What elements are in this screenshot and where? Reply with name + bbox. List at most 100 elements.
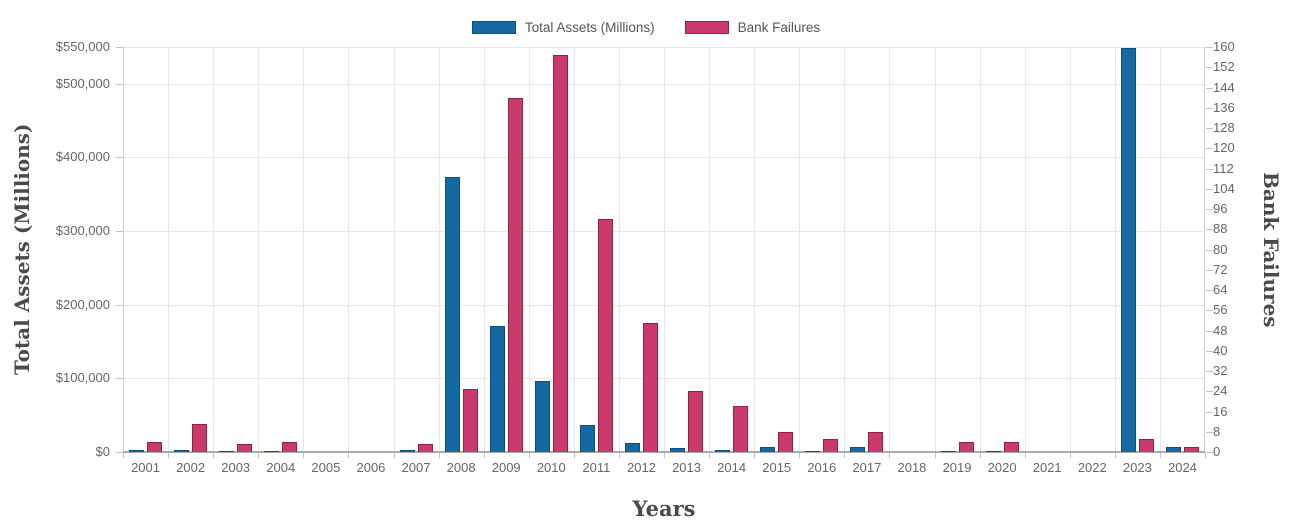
legend-item-total-assets[interactable]: Total Assets (Millions) [471, 20, 655, 35]
x-axis-line [123, 451, 1205, 453]
x-tick-mark [168, 453, 170, 458]
gridline-vertical [709, 47, 711, 452]
bar-bank-failures-2001[interactable] [147, 441, 163, 452]
bar-bank-failures-2017[interactable] [868, 431, 884, 452]
y-tick-label-left: $550,000 [55, 39, 110, 54]
y-tick-mark-right [1206, 330, 1213, 332]
bar-total-assets-2011[interactable] [579, 425, 595, 452]
x-tick-mark [303, 453, 305, 458]
bar-bank-failures-2002[interactable] [192, 424, 208, 452]
y-tick-label-right: 144 [1213, 79, 1235, 95]
gridline-vertical [618, 47, 620, 452]
gridline-vertical [754, 47, 756, 452]
plot-area [123, 47, 1205, 453]
x-tick-label: 2012 [626, 460, 656, 475]
x-tick-mark [1069, 453, 1071, 458]
bar-bank-failures-2016[interactable] [823, 439, 839, 452]
x-tick-label: 2018 [897, 460, 927, 475]
gridline-vertical [1159, 47, 1161, 452]
bar-bank-failures-2004[interactable] [282, 441, 298, 452]
y-tick-mark-right [1206, 431, 1213, 433]
y-tick-label-right: 0 [1213, 444, 1221, 459]
x-tick-label: 2011 [582, 460, 611, 475]
y-tick-label-right: 160 [1213, 39, 1235, 54]
bar-total-assets-2002[interactable] [174, 449, 190, 452]
y-tick-mark-right [1206, 148, 1213, 150]
bar-total-assets-2010[interactable] [534, 380, 550, 452]
y-tick-mark-right [1206, 209, 1213, 210]
x-tick-mark [348, 453, 350, 458]
legend-swatch-total-assets [471, 21, 516, 34]
bar-bank-failures-2014[interactable] [733, 406, 749, 452]
y-tick-label-right: 112 [1213, 160, 1234, 176]
bar-total-assets-2008[interactable] [444, 176, 460, 452]
bar-total-assets-2014[interactable] [715, 449, 731, 452]
x-tick-label: 2017 [852, 460, 882, 475]
y-axis-line-right [1204, 47, 1205, 452]
bar-bank-failures-2024[interactable] [1183, 446, 1199, 452]
gridline-vertical [934, 47, 936, 452]
x-tick-mark [979, 453, 981, 458]
bar-total-assets-2003[interactable] [219, 450, 235, 452]
gridline-vertical [1024, 47, 1026, 452]
y-tick-mark-left [116, 452, 123, 453]
bar-bank-failures-2019[interactable] [958, 441, 974, 452]
bar-total-assets-2012[interactable] [624, 443, 640, 452]
x-tick-mark [844, 453, 846, 458]
bar-total-assets-2017[interactable] [850, 447, 866, 452]
bar-bank-failures-2008[interactable] [462, 388, 478, 452]
bar-total-assets-2013[interactable] [670, 447, 686, 452]
gridline-vertical [889, 47, 891, 452]
bar-total-assets-2016[interactable] [805, 450, 821, 452]
gridline-vertical [528, 47, 530, 452]
bar-bank-failures-2020[interactable] [1003, 441, 1019, 452]
x-tick-label: 2008 [446, 460, 476, 475]
bar-total-assets-2007[interactable] [399, 450, 415, 452]
legend-swatch-bank-failures [684, 21, 729, 34]
bar-total-assets-2009[interactable] [489, 326, 505, 452]
x-tick-label: 2020 [987, 460, 1017, 475]
bar-bank-failures-2013[interactable] [688, 391, 704, 452]
x-tick-label: 2010 [536, 460, 566, 475]
bar-bank-failures-2010[interactable] [552, 54, 568, 452]
gridline-vertical [483, 47, 485, 452]
y-tick-label-right: 104 [1213, 180, 1235, 196]
gridline-vertical [438, 47, 440, 452]
bar-total-assets-2019[interactable] [940, 450, 956, 452]
y-tick-label-left: $100,000 [55, 370, 110, 386]
y-tick-mark-left [116, 378, 123, 380]
y-tick-mark-left [116, 304, 123, 306]
x-tick-mark [1159, 453, 1161, 458]
bar-bank-failures-2023[interactable] [1138, 439, 1154, 452]
x-tick-mark [483, 453, 485, 458]
bar-bank-failures-2003[interactable] [237, 444, 253, 452]
bar-total-assets-2004[interactable] [264, 450, 280, 452]
gridline-vertical [258, 47, 260, 452]
x-tick-label: 2022 [1077, 460, 1107, 475]
bar-bank-failures-2015[interactable] [778, 431, 794, 452]
bar-bank-failures-2009[interactable] [507, 97, 523, 452]
x-tick-mark [618, 453, 620, 458]
legend-item-bank-failures[interactable]: Bank Failures [684, 20, 820, 35]
gridline-vertical [664, 47, 665, 452]
y-tick-mark-right [1206, 107, 1213, 109]
bar-total-assets-2024[interactable] [1165, 447, 1181, 452]
y-tick-mark-right [1206, 128, 1213, 129]
x-tick-label: 2001 [131, 460, 160, 475]
x-tick-mark [528, 453, 530, 458]
bar-total-assets-2020[interactable] [985, 450, 1001, 452]
x-tick-mark [664, 453, 665, 458]
gridline-vertical [1069, 47, 1071, 452]
bar-bank-failures-2012[interactable] [642, 322, 658, 452]
bar-total-assets-2001[interactable] [129, 450, 145, 452]
y-tick-label-left: $300,000 [55, 223, 110, 239]
bar-total-assets-2015[interactable] [760, 447, 776, 452]
chart-legend: Total Assets (Millions) Bank Failures [0, 20, 1292, 35]
y-tick-label-right: 120 [1213, 140, 1235, 156]
y-tick-mark-right [1206, 47, 1213, 48]
gridline-vertical [844, 47, 846, 452]
bar-bank-failures-2007[interactable] [417, 444, 433, 452]
bar-total-assets-2023[interactable] [1120, 47, 1136, 452]
bar-bank-failures-2011[interactable] [597, 219, 613, 452]
